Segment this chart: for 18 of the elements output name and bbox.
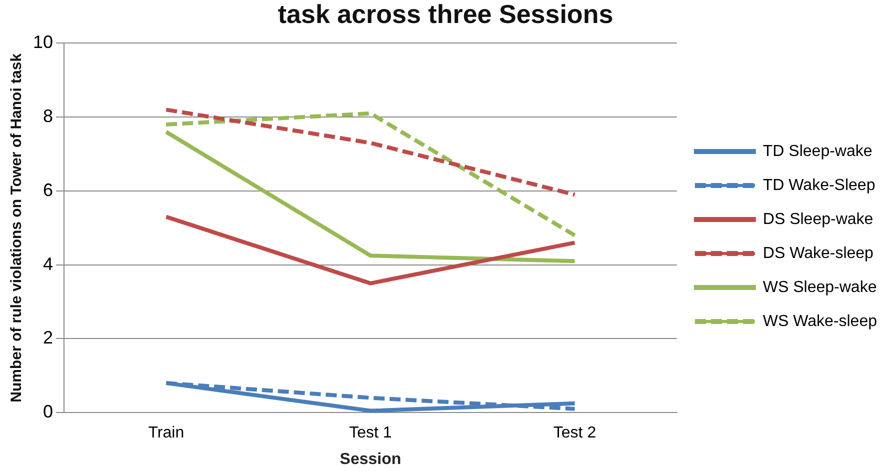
y-tick-label: 2	[43, 328, 54, 348]
legend-label: TD Sleep-wake	[762, 142, 872, 160]
x-axis-title: Session	[340, 450, 402, 468]
y-tick-label: 6	[43, 180, 54, 200]
chart-title: task across three Sessions	[278, 0, 614, 29]
y-axis-title: Number of rule violations on Tower of Hanoi task	[8, 52, 26, 402]
y-tick-label: 8	[43, 106, 54, 126]
x-tick-label: Train	[148, 424, 184, 442]
x-tick-label: Test 1	[349, 424, 392, 442]
y-tick-label: 4	[43, 254, 54, 274]
legend-label: DS Wake-sleep	[762, 244, 874, 262]
x-tick-label: Test 2	[553, 424, 596, 442]
legend-label: TD Wake-Sleep	[762, 176, 876, 194]
y-tick-label: 10	[32, 32, 54, 52]
legend-label: WS Sleep-wake	[762, 278, 877, 296]
legend-label: WS Wake-sleep	[762, 312, 878, 330]
legend-label: DS Sleep-wake	[762, 210, 874, 228]
y-tick-label: 0	[43, 402, 54, 422]
